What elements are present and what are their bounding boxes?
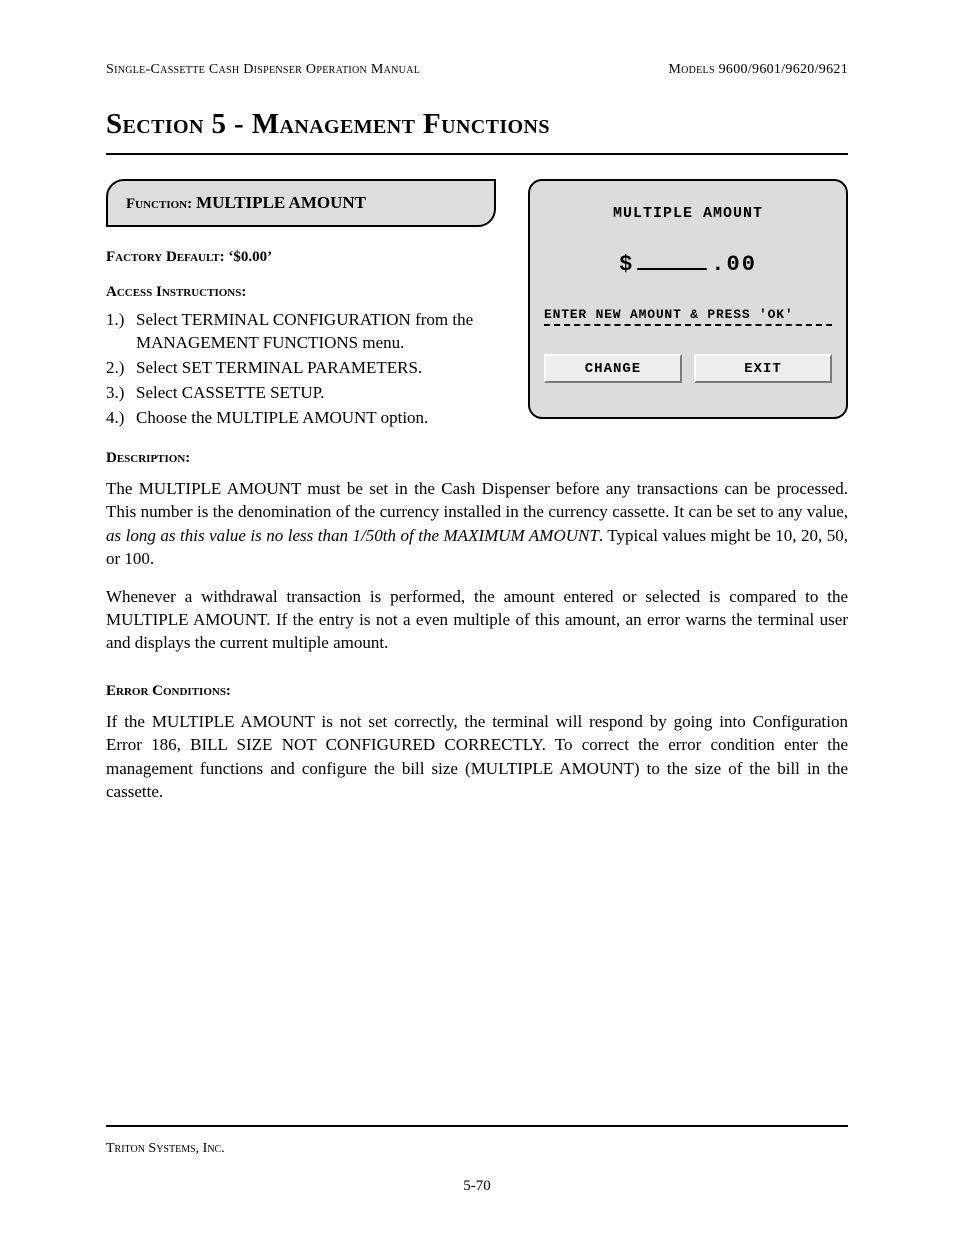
error-conditions-label: Error Conditions: xyxy=(106,683,848,700)
header-left: Single-Cassette Cash Dispenser Operation… xyxy=(106,62,420,78)
title-rule xyxy=(106,153,848,155)
description-label: Description: xyxy=(106,450,848,467)
exit-button[interactable]: EXIT xyxy=(694,354,832,383)
factory-default: Factory Default: ‘$0.00’ xyxy=(106,249,520,266)
function-name: MULTIPLE AMOUNT xyxy=(196,193,366,212)
instruction-item: Select CASSETTE SETUP. xyxy=(106,382,520,405)
terminal-screen: MULTIPLE AMOUNT $ .00 ENTER NEW AMOUNT & … xyxy=(528,179,848,419)
change-button[interactable]: CHANGE xyxy=(544,354,682,383)
footer-company: Triton Systems, Inc. xyxy=(106,1141,225,1157)
instruction-item: Select TERMINAL CONFIGURATION from the M… xyxy=(106,309,520,355)
instruction-item: Choose the MULTIPLE AMOUNT option. xyxy=(106,407,520,430)
error-paragraph: If the MULTIPLE AMOUNT is not set correc… xyxy=(106,710,848,804)
right-column: MULTIPLE AMOUNT $ .00 ENTER NEW AMOUNT & … xyxy=(528,179,848,419)
section-title: Section 5 - Management Functions xyxy=(106,108,848,141)
left-column: Function: MULTIPLE AMOUNT Factory Defaul… xyxy=(106,179,528,432)
instruction-list: Select TERMINAL CONFIGURATION from the M… xyxy=(106,309,520,430)
top-area: Function: MULTIPLE AMOUNT Factory Defaul… xyxy=(106,179,848,432)
factory-default-label: Factory Default: xyxy=(106,249,225,265)
access-instructions-label: Access Instructions: xyxy=(106,284,520,301)
terminal-title: MULTIPLE AMOUNT xyxy=(544,205,832,222)
amount-cents: .00 xyxy=(711,252,757,277)
description-paragraph-1: The MULTIPLE AMOUNT must be set in the C… xyxy=(106,477,848,571)
page-number: 5-70 xyxy=(0,1178,954,1195)
desc-p1-part-a: The MULTIPLE AMOUNT must be set in the C… xyxy=(106,479,848,521)
desc-p1-emphasis: as long as this value is no less than 1/… xyxy=(106,526,599,545)
page: Single-Cassette Cash Dispenser Operation… xyxy=(0,0,954,1235)
amount-input-blank[interactable] xyxy=(637,252,707,270)
instruction-item: Select SET TERMINAL PARAMETERS. xyxy=(106,357,520,380)
function-box: Function: MULTIPLE AMOUNT xyxy=(106,179,496,227)
terminal-amount: $ .00 xyxy=(544,252,832,277)
function-label: Function: xyxy=(126,196,192,212)
header-right: Models 9600/9601/9620/9621 xyxy=(668,62,848,78)
description-paragraph-2: Whenever a withdrawal transaction is per… xyxy=(106,585,848,655)
footer-rule xyxy=(106,1125,848,1127)
factory-default-value: ‘$0.00’ xyxy=(228,249,272,265)
currency-symbol: $ xyxy=(619,252,633,277)
terminal-prompt: ENTER NEW AMOUNT & PRESS 'OK' xyxy=(544,307,832,326)
terminal-button-row: CHANGE EXIT xyxy=(544,354,832,383)
running-header: Single-Cassette Cash Dispenser Operation… xyxy=(106,62,848,78)
